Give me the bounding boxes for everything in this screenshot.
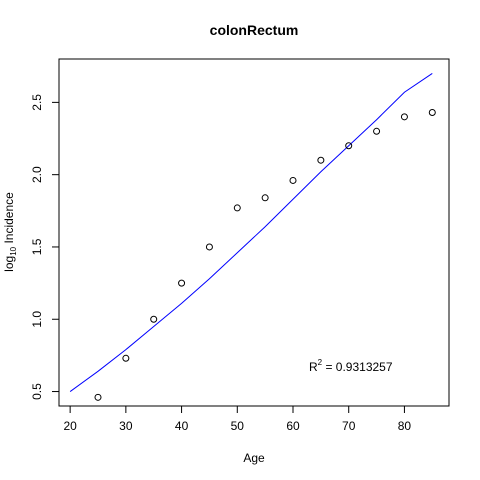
x-tick-label: 70 bbox=[342, 419, 356, 433]
x-tick-label: 80 bbox=[398, 419, 412, 433]
data-point bbox=[373, 127, 381, 135]
data-points bbox=[94, 108, 436, 401]
plot-frame bbox=[58, 58, 450, 407]
r-squared-annotation: R2 = 0.9313257 bbox=[309, 358, 393, 374]
fit-line-layer bbox=[69, 73, 433, 392]
data-point bbox=[428, 108, 436, 116]
x-tick-label: 60 bbox=[286, 419, 300, 433]
y-axis: 0.5 1.0 1.5 2.0 2.5 bbox=[30, 94, 60, 400]
data-point bbox=[317, 156, 325, 164]
data-point bbox=[150, 315, 158, 323]
chart-title: colonRectum bbox=[210, 22, 299, 38]
data-point bbox=[345, 142, 353, 150]
y-axis-label: log10 Incidence bbox=[2, 192, 18, 272]
x-axis-label: Age bbox=[243, 451, 265, 465]
y-tick-label: 1.5 bbox=[30, 238, 44, 255]
x-axis: 20 30 40 50 60 70 80 bbox=[63, 405, 412, 433]
data-point bbox=[400, 113, 408, 121]
x-tick-label: 30 bbox=[119, 419, 133, 433]
x-tick-label: 20 bbox=[63, 419, 77, 433]
fit-line bbox=[69, 73, 433, 392]
x-tick-label: 40 bbox=[175, 419, 189, 433]
y-tick-label: 0.5 bbox=[30, 383, 44, 400]
data-point bbox=[178, 279, 186, 287]
y-tick-label: 1.0 bbox=[30, 311, 44, 328]
data-point bbox=[261, 194, 269, 202]
x-tick-label: 50 bbox=[231, 419, 245, 433]
data-point bbox=[205, 243, 213, 251]
data-point bbox=[94, 393, 102, 401]
data-point bbox=[233, 204, 241, 212]
y-tick-label: 2.0 bbox=[30, 166, 44, 183]
data-point bbox=[289, 176, 297, 184]
y-tick-label: 2.5 bbox=[30, 94, 44, 111]
data-point bbox=[122, 354, 130, 362]
